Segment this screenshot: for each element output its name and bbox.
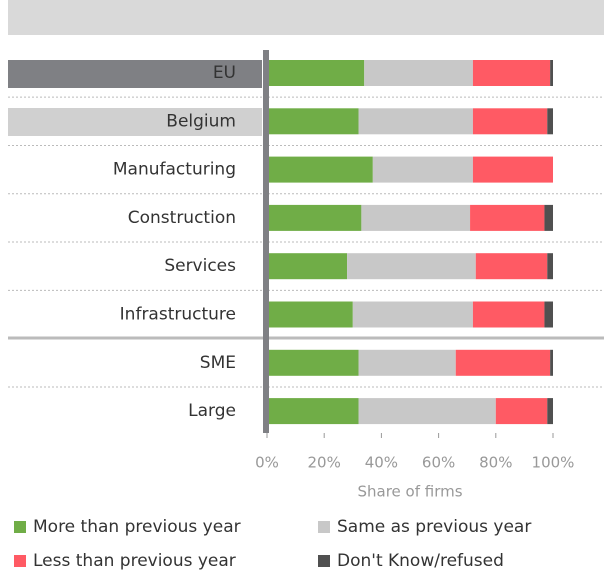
x-tick-label: 80%	[479, 454, 512, 472]
x-tick-label: 20%	[308, 454, 341, 472]
bar-segment	[352, 301, 473, 328]
bar-segment	[475, 253, 548, 280]
bar-segment	[358, 349, 456, 376]
category-label: Manufacturing	[113, 160, 236, 180]
bar-segment	[550, 349, 553, 376]
highlight-eu	[8, 60, 262, 88]
category-label: EU	[213, 63, 236, 83]
bar-segment	[347, 253, 476, 280]
bar-segment	[544, 301, 553, 328]
x-tick-label: 100%	[532, 454, 575, 472]
legend-label: More than previous year	[33, 517, 241, 537]
bar-segment	[267, 349, 359, 376]
bar-segment	[267, 108, 359, 135]
bar-segment	[544, 204, 553, 231]
header-bar	[8, 0, 604, 35]
legend-swatch	[14, 555, 26, 567]
category-label: Belgium	[166, 111, 236, 131]
category-label: Construction	[128, 208, 236, 228]
bar-segment	[550, 60, 553, 86]
category-label: Services	[164, 256, 236, 276]
bar-segment	[267, 60, 365, 86]
x-axis-title: Share of firms	[357, 483, 462, 501]
bar-segment	[547, 398, 553, 425]
bar-segment	[547, 253, 553, 280]
bar-segment	[547, 108, 553, 135]
bar-segment	[472, 60, 551, 86]
legend-label: Same as previous year	[337, 517, 531, 537]
x-tick-label: 60%	[422, 454, 455, 472]
legend-label: Don't Know/refused	[337, 551, 504, 571]
bar-segment	[364, 60, 473, 86]
bar-segment	[267, 253, 348, 280]
bar-segment	[472, 301, 545, 328]
bar-segment	[495, 398, 548, 425]
legend-swatch	[318, 555, 330, 567]
bar-segment	[361, 204, 471, 231]
bar-segment	[455, 349, 551, 376]
category-label: Infrastructure	[120, 305, 236, 325]
bar-segment	[267, 398, 359, 425]
x-tick-label: 40%	[365, 454, 398, 472]
x-tick-label: 0%	[255, 454, 279, 472]
bar-segment	[267, 301, 353, 328]
bar-segment	[472, 156, 553, 183]
bar-segment	[267, 204, 362, 231]
bar-segment	[372, 156, 473, 183]
category-label: Large	[188, 401, 236, 421]
bar-segment	[470, 204, 545, 231]
legend-label: Less than previous year	[33, 551, 236, 571]
bar-segment	[472, 108, 548, 135]
bar-segment	[267, 156, 373, 183]
highlight-belgium	[8, 108, 262, 136]
bar-segment	[358, 108, 473, 135]
category-label: SME	[200, 353, 236, 373]
bar-segment	[358, 398, 496, 425]
legend-swatch	[318, 521, 330, 533]
legend-swatch	[14, 521, 26, 533]
